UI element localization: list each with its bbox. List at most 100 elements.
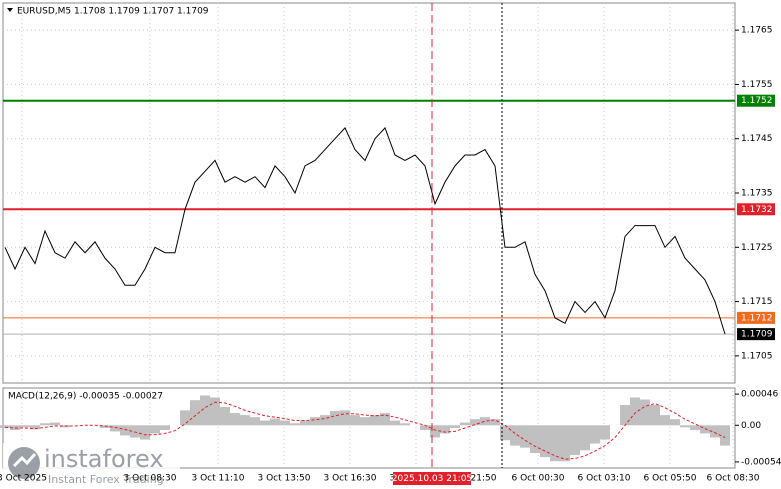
macd-bar: [160, 425, 170, 431]
last-price-label: 1.1709: [741, 330, 773, 340]
macd-bar: [290, 423, 300, 426]
macd-bar: [360, 417, 370, 426]
macd-bar: [680, 425, 690, 428]
x-tick-label: 3 Oct 13:50: [258, 474, 311, 484]
macd-bar: [420, 425, 430, 431]
macd-bar: [20, 425, 30, 428]
logo-icon: [8, 447, 40, 479]
macd-bar: [110, 425, 120, 432]
level-label: 1.1732: [741, 205, 773, 215]
macd-bar: [130, 425, 140, 438]
macd-bar: [630, 397, 640, 426]
macd-bar: [690, 425, 700, 431]
logo-mark: [12, 453, 37, 468]
macd-bar: [600, 425, 610, 440]
annotation-label: 2025.10.03 21:05: [392, 474, 472, 484]
macd-bar: [310, 417, 320, 426]
macd-bar: [490, 419, 500, 426]
macd-title: MACD(12,26,9) -0.00035 -0.00027: [8, 392, 163, 402]
price-line: [4, 126, 726, 335]
macd-bar: [620, 404, 630, 426]
level-tag: [737, 203, 775, 216]
macd-bar: [710, 425, 720, 438]
macd-bar: [150, 425, 160, 434]
y-tick-label: 1.1725: [741, 243, 773, 253]
macd-bar: [440, 425, 450, 434]
macd-bar: [270, 418, 280, 426]
macd-bar: [350, 415, 360, 426]
macd-bar: [500, 425, 510, 441]
macd-bar: [100, 425, 110, 428]
macd-bar: [660, 415, 670, 426]
x-tick-label: 3 Oct 2025: [0, 474, 47, 484]
x-tick-label: 3 Oct 16:30: [324, 474, 377, 484]
macd-bar: [180, 410, 190, 426]
macd-bar: [370, 415, 380, 426]
macd-bar: [40, 423, 50, 426]
logo-brand: instaforex: [44, 445, 164, 473]
macd-bar: [560, 425, 570, 462]
macd-bar: [260, 420, 270, 426]
macd-bar: [450, 425, 460, 428]
macd-bar: [570, 425, 580, 456]
x-tick-label: 3 Oct 11:10: [192, 474, 245, 484]
macd-bar: [330, 411, 340, 426]
x-tick-label: 6 Oct 08:30: [707, 474, 760, 484]
grid: [3, 3, 735, 468]
level-label: 1.1752: [741, 96, 773, 106]
macd-bar: [320, 415, 330, 426]
y-tick-label: 1.1735: [741, 189, 773, 199]
macd-bar: [300, 420, 310, 426]
macd-bar: [550, 425, 560, 462]
macd-bar: [640, 399, 650, 426]
y-tick-label: 0.00046: [741, 390, 778, 400]
y-tick-label: 1.1755: [741, 80, 773, 90]
y-tick-label: 1.1715: [741, 297, 773, 307]
macd-bar: [380, 413, 390, 426]
logo: instaforex Instant Forex Trading: [3, 443, 180, 486]
macd-bar: [670, 419, 680, 426]
y-tick-label: 1.1745: [741, 134, 773, 144]
macd-bar: [400, 423, 410, 426]
macd-bar: [510, 425, 520, 446]
y-tick-label: -0.00054: [741, 457, 781, 467]
macd-bar: [520, 425, 530, 448]
macd-bar: [0, 425, 10, 428]
y-tick-label: 1.1705: [741, 351, 773, 361]
macd-bar: [650, 404, 660, 426]
macd-bar: [230, 413, 240, 426]
x-tick-label: 6 Oct 05:50: [644, 474, 697, 484]
logo-tagline: Instant Forex Trading: [48, 473, 164, 486]
signal-line: [4, 401, 726, 460]
macd-bar: [430, 425, 440, 438]
macd-bar: [210, 397, 220, 426]
macd-bar: [30, 425, 40, 430]
x-tick-label: 6 Oct 03:10: [578, 474, 631, 484]
macd-bar: [700, 425, 710, 434]
macd-bar: [480, 417, 490, 426]
macd-bar: [120, 425, 130, 436]
macd-bar: [200, 395, 210, 426]
macd-bar: [390, 420, 400, 426]
macd-bar: [720, 425, 730, 446]
macd-bar: [340, 410, 350, 426]
macd-bar: [540, 425, 550, 458]
macd-bar: [250, 417, 260, 426]
macd-bar: [580, 425, 590, 451]
macd-bar: [460, 422, 470, 426]
macd-bar: [140, 425, 150, 440]
level-label: 1.1712: [741, 313, 773, 323]
x-tick-label: 3 Oct 08:30: [124, 474, 177, 484]
chart-title: EURUSD,M5 1.1708 1.1709 1.1707 1.1709: [17, 7, 209, 17]
last-price-tag: [737, 328, 775, 341]
macd-bar: [530, 425, 540, 454]
level-tag: [737, 311, 775, 324]
macd-bar: [190, 400, 200, 426]
y-tick-label: 0.00: [741, 421, 761, 431]
level-tag: [737, 94, 775, 107]
annotation-tag: [393, 472, 471, 485]
macd-bar: [220, 406, 230, 426]
macd-bar: [50, 422, 60, 426]
menu-arrow: [7, 8, 13, 12]
